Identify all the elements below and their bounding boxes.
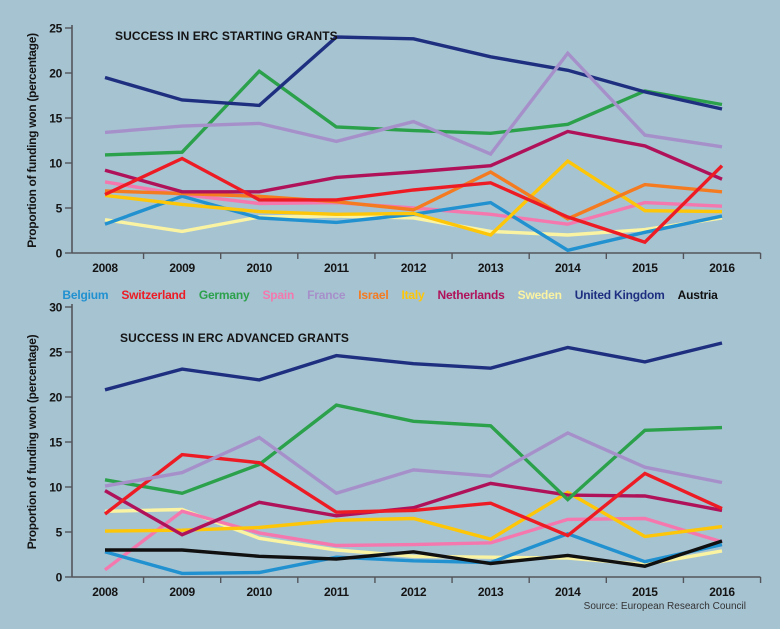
legend-item-netherlands: Netherlands (437, 288, 505, 302)
series-line-france (104, 50, 723, 157)
x-axis-label-2014: 2014 (555, 585, 581, 599)
series-line-switzerland (104, 156, 724, 245)
legend-item-france: France (307, 288, 346, 302)
legend: Belgium Switzerland Germany Spain France Isra… (0, 286, 780, 304)
series-line-switzerland (103, 452, 723, 538)
legend-item-sweden: Sweden (517, 288, 562, 302)
y-tick-label: 15 (49, 436, 62, 450)
x-axis-label-2013: 2013 (478, 585, 504, 599)
advanced-grants-chart: 0 5 10 15 20 25 30 2008 2009 2010 2011 2012 2013 2014… (25, 301, 762, 599)
x-axis-label-2009: 2009 (169, 261, 195, 275)
series-line-austria (105, 539, 723, 568)
series-line-germany (104, 403, 723, 502)
x-axis-label-2012: 2012 (401, 585, 427, 599)
y-axis-title: Proportion of funding won (percentage) (25, 33, 39, 248)
series-line-united-kingdom (104, 341, 723, 392)
series-line-israel (104, 170, 723, 221)
series-line-united-kingdom (104, 35, 723, 111)
series-lines (104, 35, 724, 253)
legend-item-belgium: Belgium (62, 288, 109, 302)
x-axis-label-2016: 2016 (709, 261, 735, 275)
legend-item-germany: Germany (198, 288, 250, 302)
x-axis-label-2010: 2010 (247, 261, 273, 275)
x-axis-label-2008: 2008 (92, 261, 118, 275)
legend-item-switzerland: Switzerland (121, 288, 186, 302)
y-tick-label: 30 (49, 301, 62, 315)
y-tick-label: 20 (49, 391, 62, 405)
x-axis-label-2011: 2011 (324, 585, 349, 599)
y-tick-label: 5 (56, 526, 63, 540)
series-line-spain (103, 509, 723, 572)
x-axis-label-2014: 2014 (555, 261, 581, 275)
y-tick-label: 25 (49, 346, 62, 360)
chart-title: SUCCESS IN ERC ADVANCED GRANTS (120, 331, 349, 345)
x-axis-label-2008: 2008 (92, 585, 118, 599)
y-axis-title: Proportion of funding won (percentage) (25, 334, 39, 549)
legend-item-austria: Austria (677, 288, 718, 302)
starting-grants-chart: 0 5 10 15 20 25 2008 2009 2010 2011 2012 2013 2014 20… (25, 22, 762, 275)
x-axis-label-2010: 2010 (247, 585, 273, 599)
legend-item-spain: Spain (262, 288, 295, 302)
y-tick-label: 0 (56, 571, 63, 585)
legend-item-israel: Israel (358, 288, 389, 302)
x-axis-label-2011: 2011 (324, 261, 349, 275)
series-line-italy (104, 490, 723, 542)
y-tick-label: 5 (56, 202, 63, 216)
series-line-france (104, 431, 723, 496)
series-line-belgium (104, 531, 723, 576)
x-axis-label-2016: 2016 (709, 585, 735, 599)
y-tick-label: 0 (56, 247, 63, 261)
series-line-netherlands (104, 129, 723, 194)
x-axis-label-2015: 2015 (632, 585, 658, 599)
series-line-sweden (104, 214, 723, 237)
y-tick-label: 25 (49, 22, 62, 36)
legend-item-italy: Italy (401, 288, 425, 302)
source-note: Source: European Research Council (583, 601, 746, 612)
y-tick-label: 15 (49, 112, 62, 126)
x-axis-label-2013: 2013 (478, 261, 504, 275)
legend-item-united-kingdom: United Kingdom (574, 288, 665, 302)
x-axis-label-2015: 2015 (632, 261, 658, 275)
chart-title: SUCCESS IN ERC STARTING GRANTS (115, 29, 338, 43)
y-tick-label: 20 (49, 67, 62, 81)
x-axis-label-2009: 2009 (169, 585, 195, 599)
x-axis-label-2012: 2012 (401, 261, 427, 275)
y-tick-label: 10 (49, 157, 62, 171)
y-tick-label: 10 (49, 481, 62, 495)
series-lines (103, 341, 723, 576)
